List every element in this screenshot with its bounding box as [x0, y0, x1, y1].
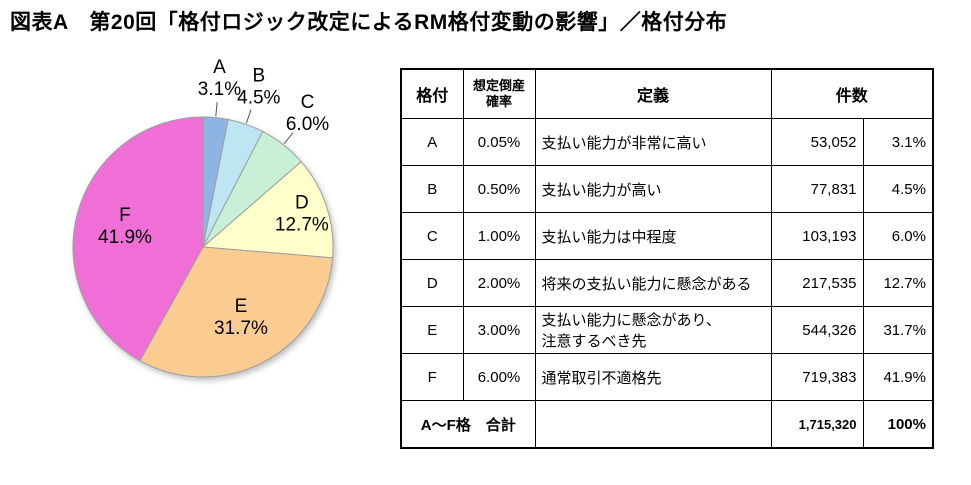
table-row: D 2.00% 将来の支払い能力に懸念がある 217,535 12.7%: [400, 259, 934, 307]
pie-slice-E: [139, 246, 334, 378]
total-label: A～F格 合計: [400, 400, 536, 449]
table-row: B 0.50% 支払い能力が高い 77,831 4.5%: [400, 165, 934, 213]
table-header: 格付 想定倒産 確率 定義 件数: [400, 68, 934, 119]
cell-probability: 6.00%: [462, 353, 536, 401]
cell-definition: 支払い能力が非常に高い: [534, 118, 772, 166]
cell-rating: A: [400, 118, 464, 166]
pie-label-category-B: B: [252, 65, 265, 86]
table-row: F 6.00% 通常取引不適格先 719,383 41.9%: [400, 353, 934, 401]
pie-label-category-C: C: [301, 92, 315, 113]
pie-label-percent-D: 12.7%: [275, 215, 329, 236]
cell-count: 544,326: [770, 306, 864, 354]
cell-count: 217,535: [770, 259, 864, 307]
pie-label-percent-C: 6.0%: [286, 114, 329, 135]
figure-title: 図表A 第20回「格付ロジック改定によるRM格付変動の影響」／格付分布: [10, 11, 728, 34]
total-count: 1,715,320: [770, 400, 864, 449]
table-body: A 0.05% 支払い能力が非常に高い 53,052 3.1% B 0.50% 支払い能力が高…: [400, 118, 934, 401]
cell-rating: C: [400, 212, 464, 260]
header-count: 件数: [770, 68, 934, 119]
cell-percent: 3.1%: [862, 118, 934, 166]
pie-slice-F: [72, 116, 204, 362]
cell-definition: 支払い能力が高い: [534, 165, 772, 213]
header-probability: 想定倒産 確率: [462, 68, 536, 119]
pie-leader-line: [283, 132, 294, 145]
cell-count: 103,193: [770, 212, 864, 260]
table-row: A 0.05% 支払い能力が非常に高い 53,052 3.1%: [400, 118, 934, 166]
cell-probability: 2.00%: [462, 259, 536, 307]
pie-label-category-A: A: [213, 57, 226, 78]
pie-label-percent-A: 3.1%: [198, 79, 241, 100]
header-rating: 格付: [400, 68, 464, 119]
cell-count: 53,052: [770, 118, 864, 166]
pie-label-category-F: F: [119, 205, 131, 226]
cell-definition: 支払い能力に懸念があり、 注意するべき先: [534, 306, 772, 354]
cell-percent: 4.5%: [862, 165, 934, 213]
table-footer: A～F格 合計 1,715,320 100%: [400, 400, 934, 449]
pie-leader-line: [245, 109, 252, 124]
cell-probability: 0.50%: [462, 165, 536, 213]
pie-chart: A 3.1% B 4.5% C 6.0% D 12.7% E 31.7% F 41.9%: [28, 52, 380, 424]
cell-rating: E: [400, 306, 464, 354]
cell-definition: 将来の支払い能力に懸念がある: [534, 259, 772, 307]
pie-leader-line: [215, 102, 218, 117]
pie-label-percent-B: 4.5%: [237, 87, 280, 108]
cell-probability: 0.05%: [462, 118, 536, 166]
cell-rating: F: [400, 353, 464, 401]
cell-rating: D: [400, 259, 464, 307]
pie-slice-D: [201, 161, 334, 259]
table-row: E 3.00% 支払い能力に懸念があり、 注意するべき先 544,326 31.7%: [400, 306, 934, 354]
header-definition: 定義: [534, 68, 772, 119]
table-row: C 1.00% 支払い能力は中程度 103,193 6.0%: [400, 212, 934, 260]
cell-percent: 41.9%: [862, 353, 934, 401]
pie-label-percent-E: 31.7%: [214, 318, 268, 339]
cell-probability: 3.00%: [462, 306, 536, 354]
rating-table: 格付 想定倒産 確率 定義 件数 A 0.05% 支払い能力が非常に高い 53,052…: [400, 68, 934, 449]
total-row: A～F格 合計 1,715,320 100%: [400, 400, 934, 449]
pie-label-category-D: D: [295, 193, 309, 214]
total-definition: [534, 400, 772, 449]
pie-label-category-E: E: [235, 296, 248, 317]
cell-definition: 通常取引不適格先: [534, 353, 772, 401]
cell-count: 719,383: [770, 353, 864, 401]
total-percent: 100%: [862, 400, 934, 449]
cell-rating: B: [400, 165, 464, 213]
cell-percent: 6.0%: [862, 212, 934, 260]
pie-chart-svg: A3.1% B4.5% C6.0% D12.7% E31.7% F41.9%: [72, 57, 334, 378]
cell-count: 77,831: [770, 165, 864, 213]
cell-definition: 支払い能力は中程度: [534, 212, 772, 260]
cell-percent: 31.7%: [862, 306, 934, 354]
cell-probability: 1.00%: [462, 212, 536, 260]
cell-percent: 12.7%: [862, 259, 934, 307]
pie-label-percent-F: 41.9%: [98, 227, 152, 248]
